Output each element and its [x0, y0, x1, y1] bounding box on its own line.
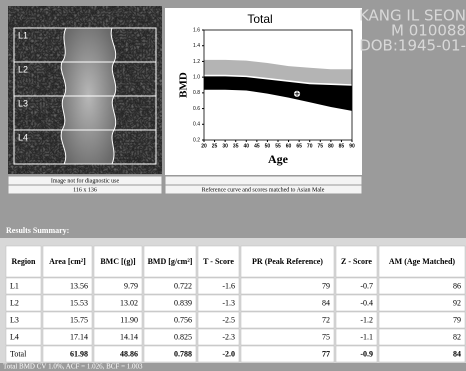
- vertebra-label: L4: [18, 132, 28, 142]
- x-tick-label: 45: [254, 143, 260, 149]
- x-tick-label: 25: [212, 143, 218, 149]
- cell-text: 17.14: [70, 332, 88, 341]
- scan-image: [8, 6, 162, 174]
- cell-text: 13.02: [120, 298, 138, 307]
- vertebra-label: L2: [18, 64, 28, 74]
- cell-text: L4: [10, 332, 19, 341]
- x-tick-label: 75: [318, 143, 324, 149]
- cell-text: L1: [10, 281, 19, 290]
- cell-text: -2.0: [222, 349, 235, 358]
- cell-text: -2.3: [222, 332, 235, 341]
- cell-text: 13.56: [70, 281, 88, 290]
- cell-text: 79: [322, 281, 330, 290]
- cell-text: 92: [453, 298, 461, 307]
- cell-text: 82: [453, 332, 461, 341]
- image-caption: Image not for diagnostic use: [51, 177, 120, 184]
- table-cell: [241, 329, 334, 345]
- table-cell: [241, 312, 334, 328]
- header-text: Area [cm²]: [49, 257, 86, 266]
- cell-text: 0.825: [174, 332, 192, 341]
- x-tick-label: 50: [265, 143, 271, 149]
- x-tick-label: 65: [296, 143, 302, 149]
- table-cell: [241, 278, 334, 294]
- chart-caption: Reference curve and scores matched to As…: [202, 186, 325, 193]
- y-tick-label: 0.4: [193, 122, 200, 128]
- cell-text: 77: [322, 349, 330, 358]
- caption-box: [165, 176, 362, 185]
- y-tick-label: 0.2: [193, 137, 200, 143]
- x-tick-label: 40: [244, 143, 250, 149]
- header-text: AM (Age Matched): [389, 257, 456, 266]
- cell-text: 75: [322, 332, 330, 341]
- chart-title: Total: [247, 12, 272, 26]
- x-tick-label: 35: [233, 143, 239, 149]
- cell-text: 15.75: [70, 315, 88, 324]
- x-tick-label: 90: [349, 143, 355, 149]
- y-tick-label: 1.2: [193, 59, 200, 65]
- cell-text: L2: [10, 298, 19, 307]
- patient-info: DOB:1945-01-: [359, 37, 466, 55]
- vertebra-label: L1: [18, 30, 28, 40]
- y-tick-label: 0.6: [193, 106, 200, 112]
- header-text: BMC [(g)]: [100, 257, 136, 266]
- report: KANG IL SEONM 010088DOB:1945-01-L1L2L3L4…: [0, 0, 466, 371]
- x-axis-label: Age: [268, 152, 289, 166]
- cell-text: 84: [322, 298, 330, 307]
- y-tick-label: 1.0: [193, 74, 200, 80]
- cell-text: 72: [322, 315, 330, 324]
- y-tick-label: 0.8: [193, 90, 200, 96]
- cell-text: Total: [10, 349, 27, 358]
- cell-text: -0.4: [360, 298, 373, 307]
- cell-text: 0.788: [174, 349, 192, 358]
- x-tick-label: 30: [222, 143, 228, 149]
- table-cell: [241, 346, 334, 362]
- cell-text: -2.5: [222, 315, 235, 324]
- cell-text: -0.7: [360, 281, 373, 290]
- cell-text: L3: [10, 315, 19, 324]
- x-tick-label: 85: [339, 143, 345, 149]
- y-tick-label: 1.6: [193, 27, 200, 33]
- footer-note: Total BMD CV 1.0%, ACF = 1.026, BCF = 1.…: [3, 363, 143, 371]
- header-text: Z - Score: [341, 257, 372, 266]
- cell-text: 48.86: [120, 349, 138, 358]
- cell-text: 61.98: [70, 349, 88, 358]
- results-title: Results Summary:: [6, 226, 69, 235]
- y-tick-label: 1.4: [193, 43, 200, 49]
- x-tick-label: 80: [328, 143, 334, 149]
- page: KANG IL SEONM 010088DOB:1945-01-L1L2L3L4…: [0, 0, 466, 371]
- cell-text: 84: [453, 349, 461, 358]
- cell-text: -1.1: [360, 332, 373, 341]
- header-text: T - Score: [203, 257, 234, 266]
- cell-text: -0.9: [360, 349, 373, 358]
- x-tick-label: 55: [275, 143, 281, 149]
- cell-text: 0.722: [174, 281, 192, 290]
- cell-text: 9.79: [124, 281, 138, 290]
- x-tick-label: 60: [286, 143, 292, 149]
- cell-text: -1.3: [222, 298, 235, 307]
- cell-text: 79: [453, 315, 461, 324]
- header-text: Region: [12, 257, 37, 266]
- cell-text: -1.2: [360, 315, 373, 324]
- cell-text: 15.53: [70, 298, 88, 307]
- vertebra-label: L3: [18, 98, 28, 108]
- table-cell: [241, 295, 334, 311]
- cell-text: 14.14: [120, 332, 138, 341]
- cell-text: 0.756: [174, 315, 192, 324]
- cell-text: 11.90: [120, 315, 138, 324]
- y-axis-label: BMD: [178, 72, 190, 98]
- x-tick-label: 20: [201, 143, 207, 149]
- header-text: BMD [g/cm²]: [148, 257, 193, 266]
- cell-text: 0.839: [174, 298, 192, 307]
- cell-text: -1.6: [222, 281, 235, 290]
- header-text: PR (Peak Reference): [252, 257, 323, 266]
- cell-text: 86: [453, 281, 461, 290]
- x-tick-label: 70: [307, 143, 313, 149]
- image-size: 116 x 136: [73, 187, 97, 193]
